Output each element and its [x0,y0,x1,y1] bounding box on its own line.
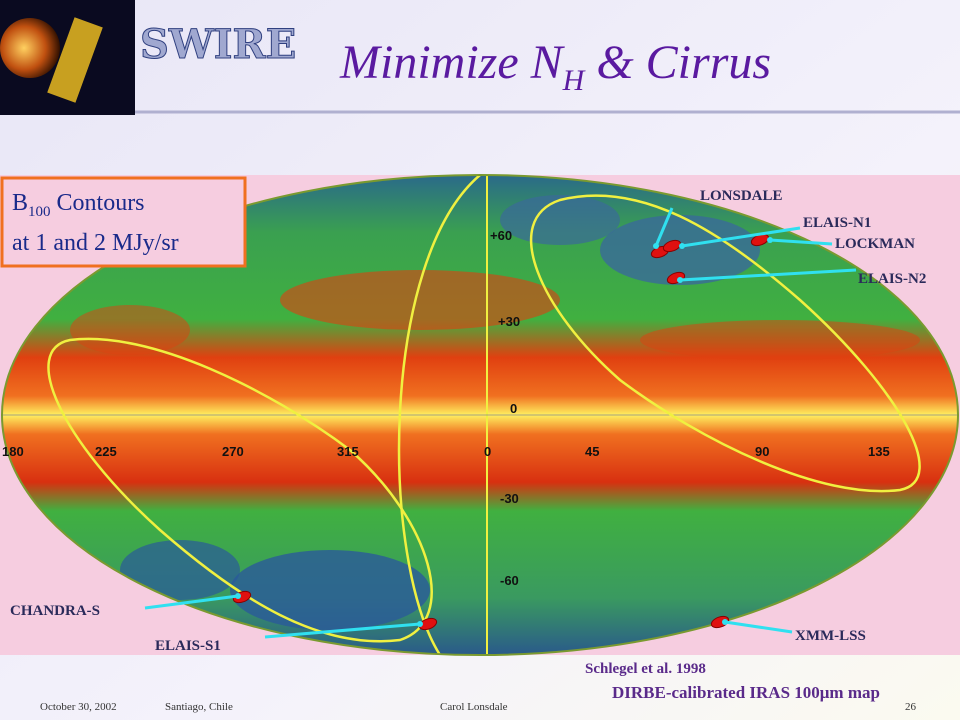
lon-label: 270 [222,444,244,459]
lat-label: 0 [510,401,517,416]
map-outline [1,174,959,656]
field-arrow [724,620,793,634]
lon-label: 225 [95,444,117,459]
cold-patch [500,195,620,245]
cold-patch [120,540,240,600]
arrow-head [722,619,728,625]
footer-place: Santiago, Chile [165,701,233,713]
credit-1: Schlegel et al. 1998 [585,661,706,677]
footer-date: October 30, 2002 [40,701,117,713]
ecliptic-loop [529,194,921,493]
arrow-head [767,237,773,243]
field-marker [418,617,438,631]
arrow-head [235,593,241,599]
ecliptic-loop [47,337,433,643]
lat-label: -30 [500,491,519,506]
logo-text: SWIRE [140,21,296,68]
box-symbol: B [12,190,28,216]
lon-label: 315 [337,444,359,459]
logo-telescope [47,17,103,103]
cirrus [640,320,920,360]
grid-labels: +60 +30 0 -30 -60 180 225 270 315 0 45 90 135 [2,228,890,588]
lon-label: 135 [868,444,890,459]
field-label: ELAIS-S1 [155,638,221,654]
field-label: XMM-LSS [795,628,866,644]
field-arrow [264,622,421,639]
title: Minimize NH & Cirrus [339,36,771,97]
field-marker [662,239,682,253]
arrow-head [417,621,423,627]
credit-2: DIRBE-calibrated IRAS 100μm map [612,683,880,702]
cirrus [280,270,560,330]
title-sub: H [562,64,587,97]
box-line2: at 1 and 2 MJy/sr [12,230,179,256]
box-sub: 100 [28,204,51,220]
lat-label: +30 [498,314,520,329]
meridian-curve [397,175,481,655]
cold-patch [230,550,430,630]
field-arrow [144,594,239,610]
field-label: CHANDRA-S [10,603,100,619]
field-arrow [679,268,857,282]
field-arrow [769,238,833,246]
arrow-head [679,243,685,249]
lat-label: +60 [490,228,512,243]
fields: LONSDALE ELAIS-N1 LOCKMAN ELAIS-N2 CHANDRA-S… [10,188,926,654]
field-label: LONSDALE [700,188,783,204]
contour-box [0,176,247,268]
lon-label: 45 [585,444,599,459]
lon-label: 0 [484,444,491,459]
field-arrow [681,226,801,248]
arrow-head [677,277,683,283]
footer-author: Carol Lonsdale [440,701,508,713]
lon-label: 90 [755,444,769,459]
footer-page: 26 [905,701,917,713]
arrow-head [653,243,659,249]
box-rest: Contours [51,190,145,216]
field-label: ELAIS-N2 [858,271,926,287]
logo-planet [0,18,60,78]
cold-patch [600,215,760,285]
lat-label: -60 [500,573,519,588]
cirrus [70,305,190,355]
field-label: ELAIS-N1 [803,215,871,231]
title-rest: & Cirrus [584,36,771,89]
field-arrow [654,207,674,247]
lon-label: 180 [2,444,24,459]
title-main: Minimize N [339,36,566,89]
box-line1: B100 Contours [12,190,145,220]
field-label: LOCKMAN [835,236,915,252]
